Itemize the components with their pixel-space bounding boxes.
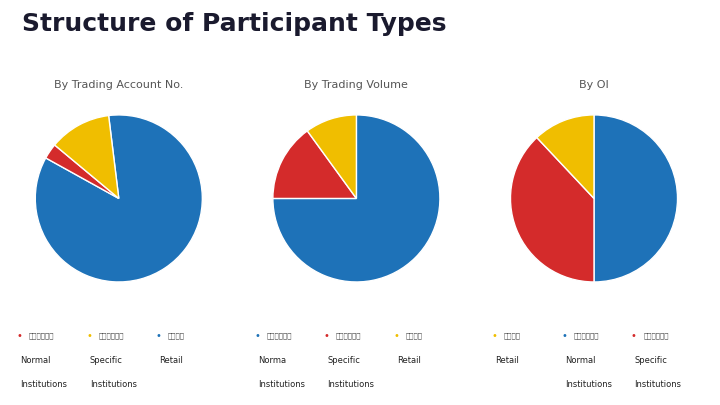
Text: Institutions: Institutions — [634, 380, 682, 389]
Text: Structure of Participant Types: Structure of Participant Types — [22, 12, 446, 36]
Text: 一般口位客口: 一般口位客口 — [574, 333, 599, 339]
Text: 一般单位客户: 一般单位客户 — [266, 333, 292, 339]
Text: Retail: Retail — [159, 356, 183, 365]
Text: Specific: Specific — [328, 356, 360, 365]
Text: 特殊单位客户: 特殊单位客户 — [336, 333, 361, 339]
Text: •: • — [324, 331, 330, 341]
Wedge shape — [273, 131, 356, 198]
Text: 特殊口位客口: 特殊口位客口 — [643, 333, 669, 339]
Text: •: • — [492, 331, 498, 341]
Text: 个人客口: 个人客口 — [168, 333, 185, 339]
Text: 特殊口位客口: 特殊口位客口 — [99, 333, 124, 339]
Wedge shape — [46, 145, 119, 198]
Text: •: • — [254, 331, 260, 341]
Text: •: • — [86, 331, 92, 341]
Text: Specific: Specific — [90, 356, 122, 365]
Wedge shape — [273, 115, 440, 282]
Text: Retail: Retail — [397, 356, 420, 365]
Text: Institutions: Institutions — [565, 380, 612, 389]
Text: 一般口位客口: 一般口位客口 — [29, 333, 54, 339]
Text: •: • — [156, 331, 161, 341]
Text: 个人客口: 个人客口 — [504, 333, 521, 339]
Text: •: • — [631, 331, 636, 341]
Wedge shape — [307, 115, 356, 198]
Wedge shape — [510, 138, 594, 282]
Text: Institutions: Institutions — [328, 380, 374, 389]
Text: Institutions: Institutions — [20, 380, 67, 389]
Text: •: • — [17, 331, 22, 341]
Text: Retail: Retail — [495, 356, 519, 365]
Title: By Trading Account No.: By Trading Account No. — [54, 81, 184, 90]
Text: Norma: Norma — [258, 356, 286, 365]
Text: Normal: Normal — [20, 356, 50, 365]
Wedge shape — [594, 115, 678, 282]
Text: Institutions: Institutions — [90, 380, 137, 389]
Wedge shape — [537, 115, 594, 198]
Text: 个人客户: 个人客户 — [405, 333, 423, 339]
Text: Institutions: Institutions — [258, 380, 305, 389]
Text: •: • — [393, 331, 399, 341]
Wedge shape — [55, 115, 119, 198]
Title: By Trading Volume: By Trading Volume — [305, 81, 408, 90]
Text: Normal: Normal — [565, 356, 595, 365]
Title: By OI: By OI — [579, 81, 609, 90]
Wedge shape — [35, 115, 202, 282]
Text: •: • — [562, 331, 567, 341]
Text: Specific: Specific — [634, 356, 667, 365]
